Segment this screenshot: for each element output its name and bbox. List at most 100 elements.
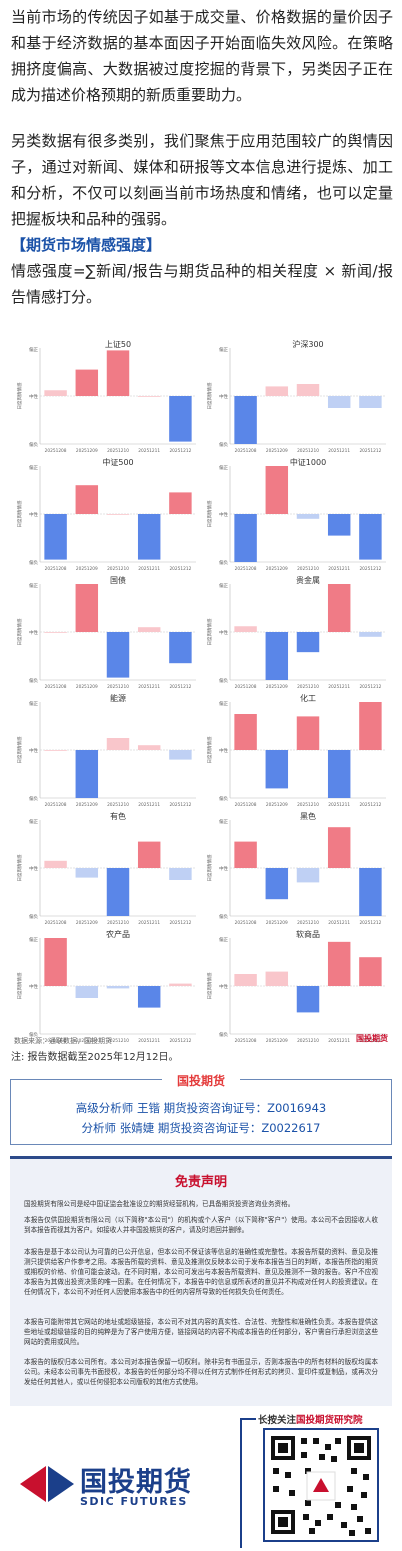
x-tick-label: 20251210	[107, 684, 129, 690]
x-tick-label: 20251212	[359, 566, 381, 572]
bar	[234, 974, 257, 986]
tick-label-mid: 中性	[219, 629, 228, 636]
tick-label-bottom: 偏负	[219, 441, 228, 448]
y-axis-label: 日度舆情情感	[206, 382, 213, 409]
x-tick-label: 20251208	[235, 566, 257, 572]
tick-label-bottom: 偏负	[219, 1031, 228, 1038]
x-tick-label: 20251211	[138, 448, 160, 454]
chart-panel: 化工 偏正 中性 偏负 日度舆情情感 20251208 20251209 20251210 20…	[204, 694, 392, 812]
x-tick-label: 20251211	[328, 684, 350, 690]
x-tick-label: 20251208	[45, 448, 67, 454]
disclaimer-p2: 本报告仅供国投期货有限公司（以下简称"本公司"）的机构或个人客户（以下简称"客户…	[24, 1216, 378, 1234]
x-tick-label: 20251208	[45, 684, 67, 690]
y-axis-label: 日度舆情情感	[206, 854, 213, 881]
x-tick-label: 20251210	[297, 566, 319, 572]
bar	[265, 971, 289, 986]
x-tick-label: 20251212	[359, 684, 381, 690]
tick-label-bottom: 偏负	[29, 913, 38, 920]
chart-panel: 中证500 偏正 中性 偏负 日度舆情情感 20251208 20251209 2025121…	[14, 458, 202, 576]
follow-prompt: 长按关注国投期货研究院	[258, 1412, 363, 1426]
tick-label-mid: 中性	[29, 393, 38, 400]
chart-title: 沪深300	[292, 340, 323, 349]
x-tick-label: 20251208	[235, 1038, 257, 1044]
company-logo-en: SDIC FUTURES	[80, 1495, 188, 1508]
chart-title: 农产品	[106, 930, 130, 939]
disclaimer-p1: 国投期货有限公司是经中国证监会批准设立的期货经营机构，已具备期货投资咨询业务资格…	[24, 1200, 295, 1208]
bar	[296, 868, 320, 883]
x-tick-label: 20251208	[45, 1038, 67, 1044]
qr-code-graphic	[271, 1436, 371, 1536]
chart-title: 上证50	[105, 340, 131, 349]
chart-panel: 上证50 偏正 中性 偏负 日度舆情情感 20251208 20251209 20251210…	[14, 340, 202, 458]
x-tick-label: 20251209	[266, 448, 288, 454]
x-tick-label: 20251208	[235, 448, 257, 454]
y-axis-label: 日度舆情情感	[16, 854, 23, 881]
chart-title: 中证1000	[290, 458, 326, 467]
bar	[265, 868, 289, 900]
tick-label-mid: 中性	[219, 983, 228, 990]
x-tick-label: 20251210	[107, 802, 129, 808]
x-tick-label: 20251211	[328, 802, 350, 808]
tick-label-top: 偏正	[219, 818, 228, 825]
disclaimer-p5: 本报告的版权归本公司所有。本公司对本报告保留一切权利。除非另有书面显示，否则本报…	[24, 1358, 378, 1386]
chart-title: 黑色	[300, 812, 316, 821]
bar	[75, 868, 99, 878]
bar	[169, 983, 192, 986]
tick-label-bottom: 偏负	[219, 913, 228, 920]
bar	[234, 396, 257, 444]
chart-panel: 有色 偏正 中性 偏负 日度舆情情感 20251208 20251209 20251210 20…	[14, 812, 202, 930]
intro-paragraph-1: 当前市场的传统因子如基于成交量、价格数据的量价因子和基于经济数据的基本面因子开始…	[11, 8, 393, 104]
x-tick-label: 20251211	[328, 448, 350, 454]
tick-label-mid: 中性	[29, 865, 38, 872]
bar	[44, 632, 67, 633]
bar	[296, 384, 320, 396]
bar	[327, 584, 351, 632]
bar	[296, 632, 320, 653]
x-tick-label: 20251208	[45, 802, 67, 808]
chart-panel: 农产品 偏正 中性 偏负 日度舆情情感 20251208 20251209 20251210 2…	[14, 930, 202, 1048]
corner-decoration	[240, 1418, 256, 1548]
chart-title: 能源	[110, 694, 126, 703]
x-tick-label: 20251208	[45, 920, 67, 926]
chart-title: 化工	[300, 694, 316, 703]
bar	[359, 957, 382, 986]
x-tick-label: 20251212	[359, 802, 381, 808]
x-tick-label: 20251212	[169, 920, 191, 926]
qr-code-icon[interactable]	[263, 1428, 379, 1542]
chart-panel: 沪深300 偏正 中性 偏负 日度舆情情感 20251208 20251209 2025121…	[204, 340, 392, 458]
x-tick-label: 20251209	[76, 448, 98, 454]
tick-label-mid: 中性	[219, 865, 228, 872]
chart-title: 国债	[110, 576, 126, 585]
bar	[327, 396, 351, 408]
x-tick-label: 20251208	[45, 566, 67, 572]
bar	[327, 514, 351, 536]
bar	[265, 750, 289, 789]
chart-title: 软商品	[296, 930, 320, 939]
tick-label-top: 偏正	[29, 464, 38, 471]
tick-label-bottom: 偏负	[219, 559, 228, 566]
bar	[137, 396, 161, 397]
bar	[359, 514, 382, 560]
y-axis-label: 日度舆情情感	[16, 618, 23, 645]
x-tick-label: 20251210	[297, 920, 319, 926]
analyst-senior: 高级分析师 王锴 期货投资咨询证号：Z0016943	[75, 1101, 327, 1115]
bar	[359, 632, 382, 637]
chart-panel: 中证1000 偏正 中性 偏负 日度舆情情感 20251208 20251209 202512…	[204, 458, 392, 576]
bar	[44, 938, 67, 986]
x-tick-label: 20251208	[235, 684, 257, 690]
x-tick-label: 20251212	[359, 1038, 381, 1044]
x-tick-label: 20251212	[169, 684, 191, 690]
x-tick-label: 20251211	[138, 802, 160, 808]
tick-label-top: 偏正	[219, 346, 228, 353]
y-axis-label: 日度舆情情感	[206, 972, 213, 999]
x-tick-label: 20251210	[107, 1038, 129, 1044]
bar	[234, 841, 257, 868]
bar	[359, 868, 382, 916]
